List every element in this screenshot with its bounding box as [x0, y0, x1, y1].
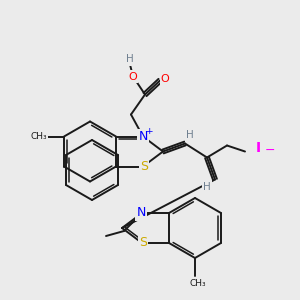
Text: +: + — [145, 127, 153, 136]
Text: N: N — [138, 130, 148, 143]
Text: N: N — [136, 206, 146, 220]
Text: S: S — [140, 160, 148, 173]
Text: H: H — [186, 130, 194, 140]
Text: O: O — [129, 71, 137, 82]
Text: −: − — [265, 143, 275, 157]
Text: H: H — [203, 182, 211, 191]
Text: I: I — [255, 141, 261, 155]
Text: CH₃: CH₃ — [31, 132, 47, 141]
Text: O: O — [160, 74, 169, 85]
Text: CH₃: CH₃ — [190, 280, 206, 289]
Text: S: S — [139, 236, 147, 250]
Text: H: H — [126, 55, 134, 64]
